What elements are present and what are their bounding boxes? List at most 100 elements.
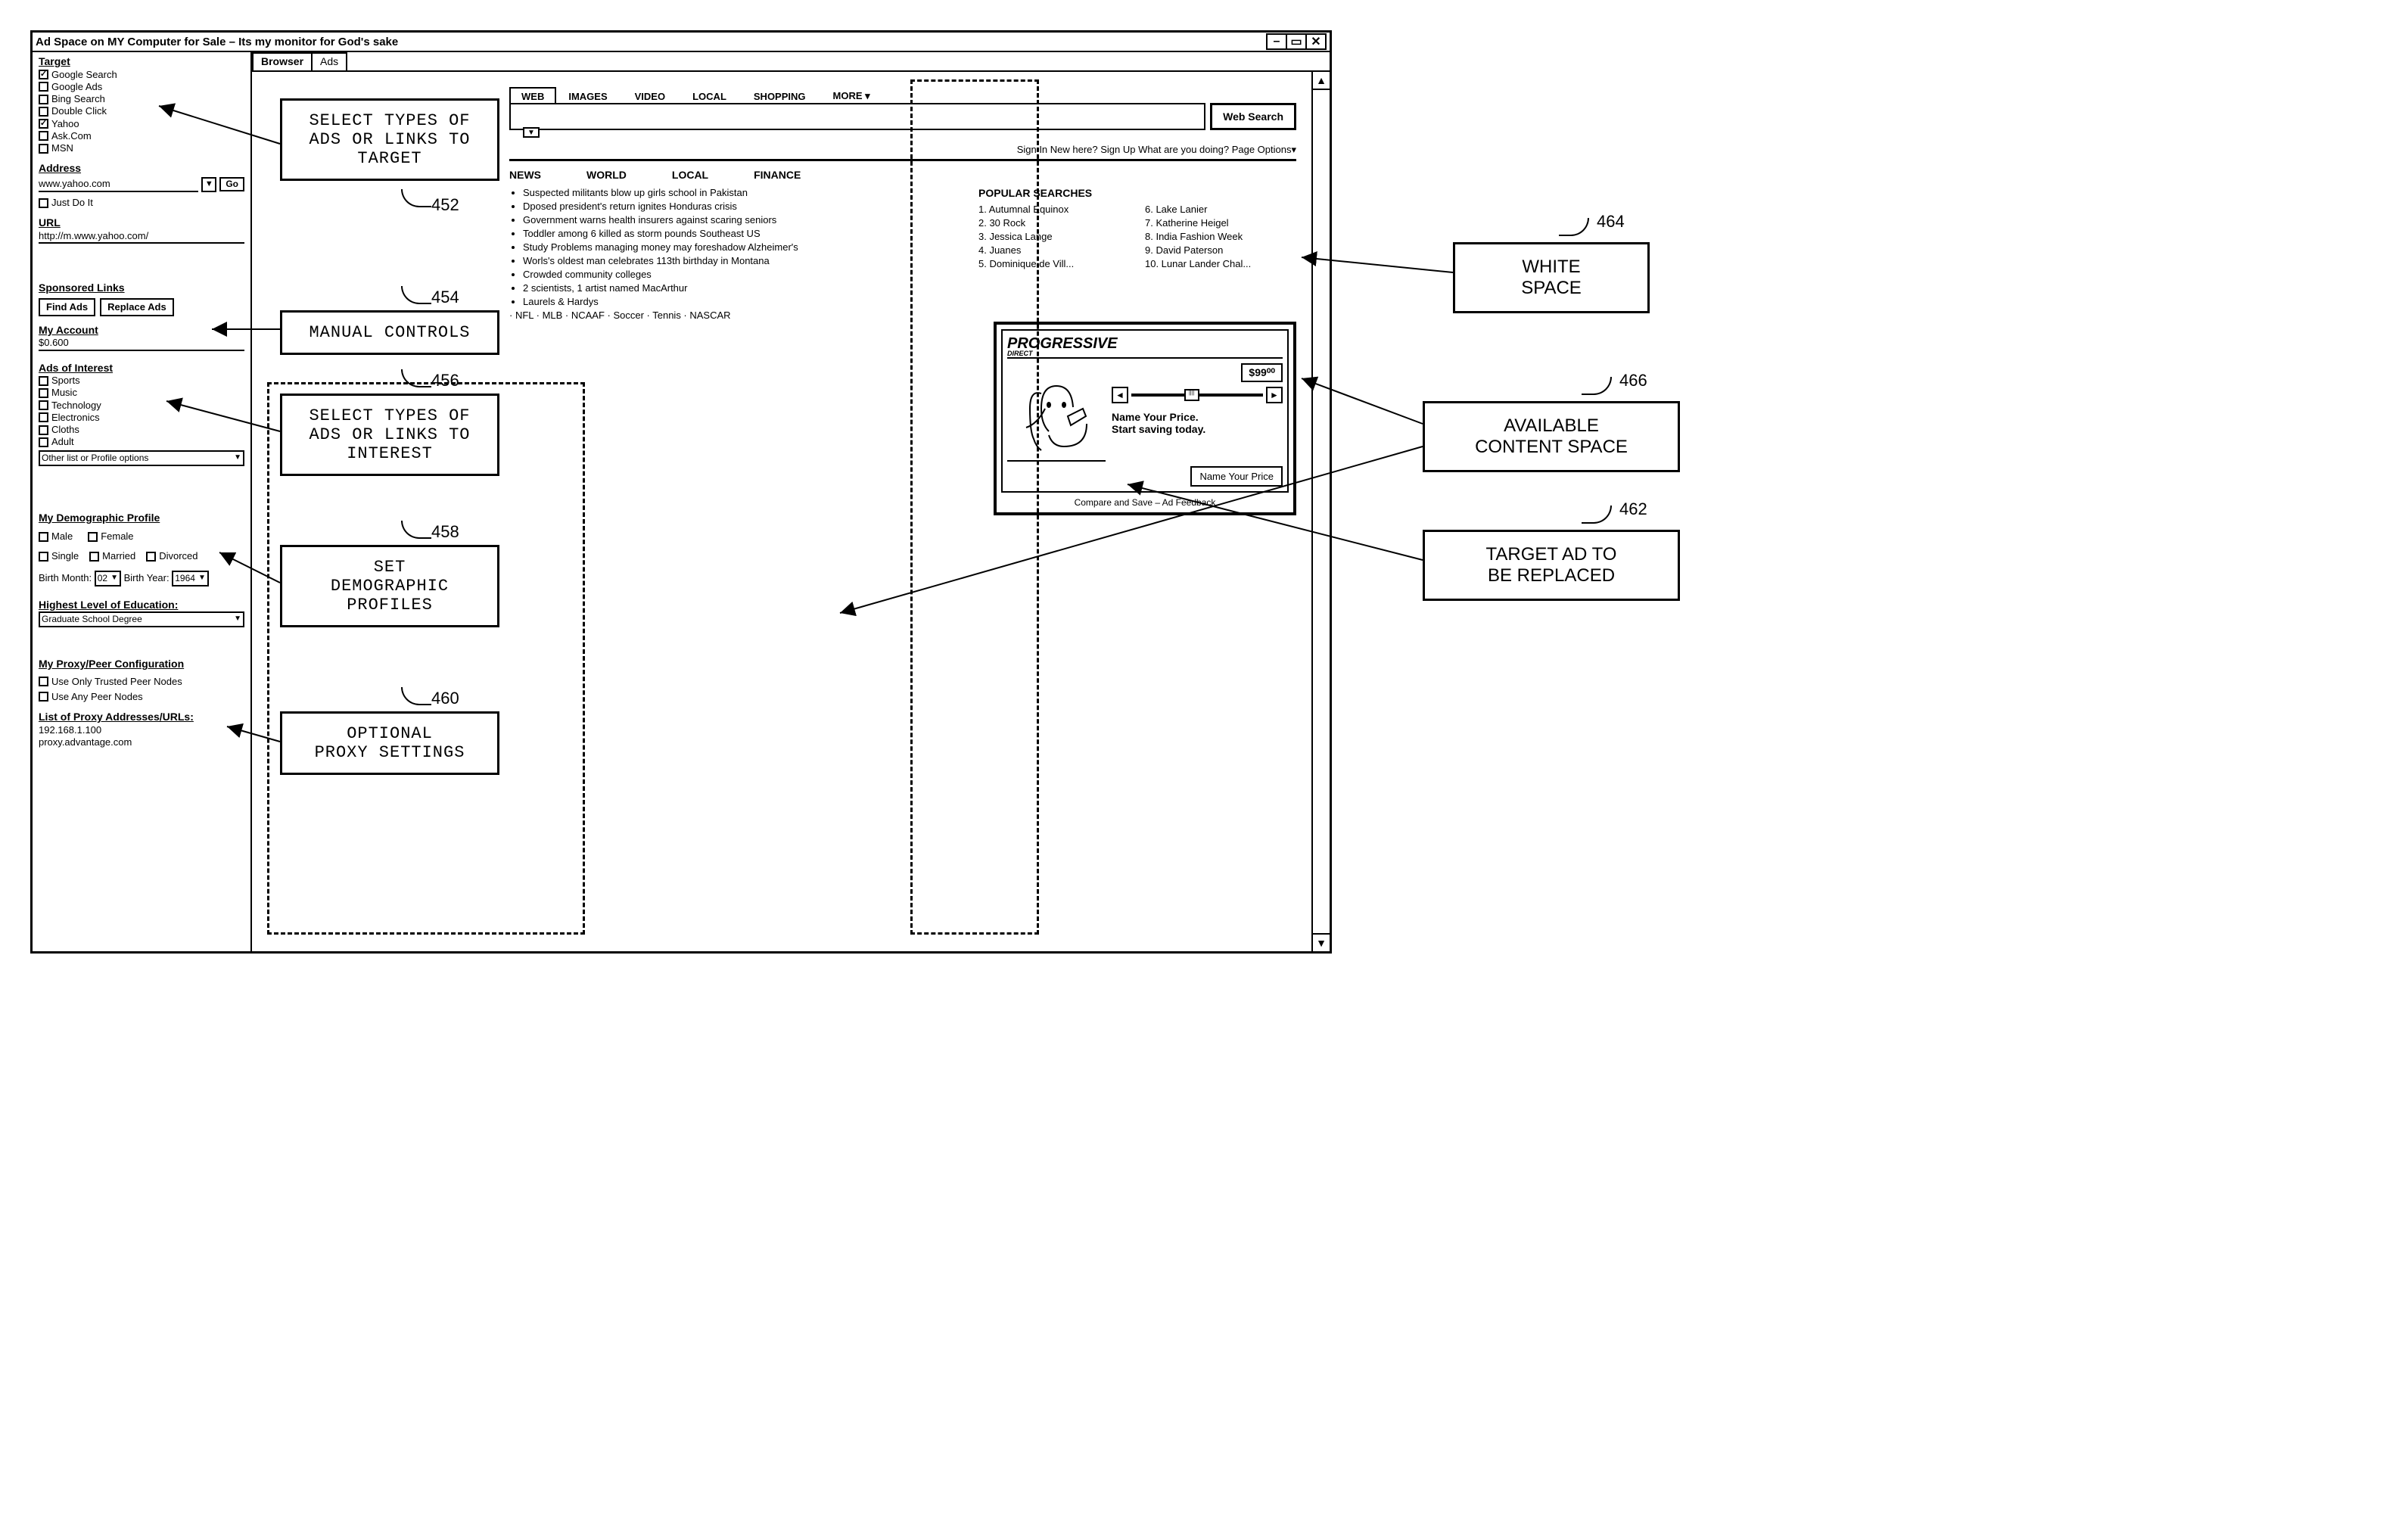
category-finance[interactable]: FINANCE <box>754 169 801 181</box>
education-heading: Highest Level of Education: <box>39 599 244 612</box>
scroll-down-icon[interactable]: ▼ <box>1313 933 1330 951</box>
ad-price: $99⁰⁰ <box>1241 363 1283 382</box>
popular-item[interactable]: 3. Jessica Lange <box>978 231 1130 242</box>
female-checkbox[interactable] <box>88 532 98 542</box>
sidebar: Target Google SearchGoogle AdsBing Searc… <box>33 52 252 951</box>
find-ads-button[interactable]: Find Ads <box>39 298 95 316</box>
interest-checkbox-1[interactable]: Music <box>39 387 244 399</box>
callout-454: MANUAL CONTROLS <box>280 310 499 355</box>
news-list: Suspected militants blow up girls school… <box>509 187 956 323</box>
window-buttons: – ▭ ✕ <box>1268 33 1327 50</box>
slider-right-icon[interactable]: ► <box>1266 387 1283 403</box>
news-item[interactable]: 2 scientists, 1 artist named MacArthur <box>523 282 956 294</box>
popular-item[interactable]: 10. Lunar Lander Chal... <box>1145 258 1296 269</box>
popular-item[interactable]: 5. Dominique de Vill... <box>978 258 1130 269</box>
popular-item[interactable]: 1. Autumnal Equinox <box>978 204 1130 215</box>
interest-checkbox-5[interactable]: Adult <box>39 436 244 448</box>
news-item[interactable]: Suspected militants blow up girls school… <box>523 187 956 198</box>
callout-460: OPTIONALPROXY SETTINGS <box>280 711 499 775</box>
proxy-heading: My Proxy/Peer Configuration <box>39 658 244 671</box>
close-button[interactable]: ✕ <box>1305 33 1327 50</box>
web-search-button[interactable]: Web Search <box>1210 103 1296 130</box>
target-checkbox-1[interactable]: Google Ads <box>39 81 244 93</box>
popular-item[interactable]: 2. 30 Rock <box>978 217 1130 229</box>
trusted-peers-checkbox[interactable] <box>39 677 48 686</box>
ad-cta-button[interactable]: Name Your Price <box>1190 466 1283 487</box>
address-dropdown[interactable]: ▼ <box>201 177 216 192</box>
news-item[interactable]: · NFL · MLB · NCAAF · Soccer · Tennis · … <box>509 310 956 321</box>
divorced-checkbox[interactable] <box>146 552 156 562</box>
married-checkbox[interactable] <box>89 552 99 562</box>
search-input[interactable]: ▼ <box>509 103 1205 130</box>
search-tab-images[interactable]: IMAGES <box>555 89 621 104</box>
single-checkbox[interactable] <box>39 552 48 562</box>
go-button[interactable]: Go <box>219 177 244 191</box>
target-checkbox-4[interactable]: Yahoo <box>39 118 244 130</box>
diagram-canvas: Ad Space on MY Computer for Sale – Its m… <box>30 30 1695 1090</box>
address-input[interactable]: www.yahoo.com <box>39 177 198 192</box>
target-checkbox-5[interactable]: Ask.Com <box>39 130 244 142</box>
birth-month-select[interactable]: 02▼ <box>95 571 121 586</box>
ad-slider[interactable]: ◄ |||| ► <box>1112 387 1283 403</box>
scrollbar[interactable]: ▲ ▼ <box>1311 72 1330 951</box>
popular-item[interactable]: 9. David Paterson <box>1145 244 1296 256</box>
search-tab-local[interactable]: LOCAL <box>679 89 740 104</box>
just-do-it-checkbox[interactable] <box>39 198 48 208</box>
category-world[interactable]: WORLD <box>586 169 627 181</box>
interest-checkbox-2[interactable]: Technology <box>39 400 244 412</box>
interest-checkbox-4[interactable]: Cloths <box>39 424 244 436</box>
target-checkbox-0[interactable]: Google Search <box>39 69 244 81</box>
news-item[interactable]: Worls's oldest man celebrates 113th birt… <box>523 255 956 266</box>
tab-ads[interactable]: Ads <box>311 52 347 70</box>
any-peers-checkbox[interactable] <box>39 692 48 702</box>
other-profile-select[interactable]: Other list or Profile options ▼ <box>39 450 244 466</box>
callout-464: WHITESPACE <box>1453 242 1650 313</box>
target-checkbox-3[interactable]: Double Click <box>39 105 244 117</box>
news-item[interactable]: Government warns health insurers against… <box>523 214 956 226</box>
search-tab-shopping[interactable]: SHOPPING <box>740 89 820 104</box>
search-tab-video[interactable]: VIDEO <box>621 89 679 104</box>
window-title: Ad Space on MY Computer for Sale – Its m… <box>36 36 398 48</box>
category-news[interactable]: NEWS <box>509 169 541 181</box>
target-checkbox-2[interactable]: Bing Search <box>39 93 244 105</box>
news-item[interactable]: Dposed president's return ignites Hondur… <box>523 201 956 212</box>
header-links[interactable]: Sign In New here? Sign Up What are you d… <box>509 144 1296 161</box>
popular-item[interactable]: 8. India Fashion Week <box>1145 231 1296 242</box>
target-checkbox-6[interactable]: MSN <box>39 142 244 154</box>
education-select[interactable]: Graduate School Degree▼ <box>39 611 244 627</box>
tab-browser[interactable]: Browser <box>252 52 313 70</box>
popular-item[interactable]: 4. Juanes <box>978 244 1130 256</box>
news-item[interactable]: Crowded community colleges <box>523 269 956 280</box>
titlebar: Ad Space on MY Computer for Sale – Its m… <box>33 33 1330 52</box>
interest-checkbox-3[interactable]: Electronics <box>39 412 244 424</box>
ref-454: 454 <box>431 288 459 307</box>
ref-460: 460 <box>431 689 459 708</box>
popular-item[interactable]: 7. Katherine Heigel <box>1145 217 1296 229</box>
my-account-value: $0.600 <box>39 337 244 350</box>
birth-year-select[interactable]: 1964▼ <box>172 571 209 586</box>
search-category-tabs: WEBIMAGESVIDEOLOCALSHOPPINGMORE ▾ <box>509 87 1296 104</box>
maximize-button[interactable]: ▭ <box>1286 33 1307 50</box>
replace-ads-button[interactable]: Replace Ads <box>100 298 174 316</box>
search-tab-web[interactable]: WEB <box>509 87 556 104</box>
category-local[interactable]: LOCAL <box>672 169 708 181</box>
minimize-button[interactable]: – <box>1266 33 1287 50</box>
ref-462: 462 <box>1619 499 1647 519</box>
ad-image <box>1007 363 1106 462</box>
news-item[interactable]: Study Problems managing money may foresh… <box>523 241 956 253</box>
search-tab-more[interactable]: MORE ▾ <box>820 88 884 104</box>
scroll-up-icon[interactable]: ▲ <box>1313 72 1330 90</box>
search-dropdown-icon[interactable]: ▼ <box>523 127 540 138</box>
popular-item[interactable]: 6. Lake Lanier <box>1145 204 1296 215</box>
news-item[interactable]: Laurels & Hardys <box>523 296 956 307</box>
callout-452: SELECT TYPES OFADS OR LINKS TOTARGET <box>280 98 499 181</box>
male-checkbox[interactable] <box>39 532 48 542</box>
just-do-it-label: Just Do It <box>51 197 93 209</box>
proxy-addr-1: 192.168.1.100 <box>39 724 244 736</box>
news-item[interactable]: Toddler among 6 killed as storm pounds S… <box>523 228 956 239</box>
url-value: http://m.www.yahoo.com/ <box>39 230 244 244</box>
slider-left-icon[interactable]: ◄ <box>1112 387 1128 403</box>
interest-checkbox-0[interactable]: Sports <box>39 375 244 387</box>
callout-466: AVAILABLECONTENT SPACE <box>1423 401 1680 472</box>
proxy-addr-2: proxy.advantage.com <box>39 736 244 748</box>
